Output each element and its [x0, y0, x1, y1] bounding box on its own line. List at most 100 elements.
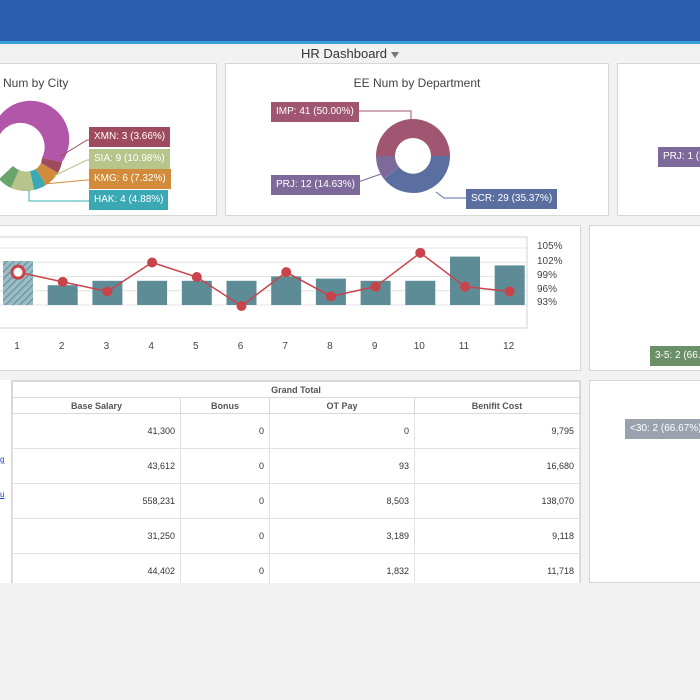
- chart-bar[interactable]: [137, 280, 168, 305]
- table-cell: 93: [269, 448, 415, 484]
- chart-point[interactable]: [504, 286, 515, 297]
- right-bottom-label: <30: 2 (66.67%): [625, 419, 700, 439]
- chart-bar[interactable]: [47, 285, 78, 305]
- x-tick-label: 10: [413, 341, 425, 352]
- x-tick-label: 12: [503, 341, 515, 352]
- chart-point[interactable]: [415, 247, 426, 258]
- donut-slice-main[interactable]: [0, 100, 70, 162]
- row-link[interactable]: u: [0, 490, 5, 499]
- table-cell: 0: [180, 413, 270, 449]
- chart-point[interactable]: [281, 267, 292, 278]
- city-label-xmn: XMN: 3 (3.66%): [89, 127, 171, 147]
- table-cell: 0: [180, 518, 270, 554]
- donut-slice-scr[interactable]: [384, 156, 450, 194]
- chart-line: [17, 251, 510, 307]
- donut-slice-kmg[interactable]: [36, 163, 58, 185]
- donut-slice-imp[interactable]: [376, 119, 450, 156]
- salary-table: Grand Total Base Salary Bonus OT Pay Ben…: [12, 381, 580, 583]
- column-header[interactable]: OT Pay: [269, 397, 415, 414]
- trend-chart-panel: [0, 225, 581, 371]
- table-cell: 0: [180, 483, 270, 519]
- city-label-sia: SIA: 9 (10.98%): [89, 149, 170, 169]
- table-cell: 11,718: [414, 553, 580, 583]
- donut-slice-hak[interactable]: [30, 169, 46, 190]
- department-label-imp: IMP: 41 (50.00%): [271, 102, 359, 122]
- city-panel: Num by City XMN: 3 (3.66%) SIA: 9 (10.98…: [0, 63, 217, 216]
- table-row: 44,402 0 1,832 11,718: [12, 553, 580, 583]
- chart-bar[interactable]: [271, 276, 302, 305]
- y2-tick-label: 96%: [537, 284, 558, 295]
- chart-bar[interactable]: [494, 265, 525, 305]
- chart-point[interactable]: [236, 301, 247, 311]
- x-tick-label: 11: [458, 341, 470, 352]
- table-cell: 44,402: [12, 553, 181, 583]
- x-tick-label: 8: [327, 341, 333, 352]
- y2-tick-label: 93%: [537, 297, 558, 308]
- group-header: Grand Total: [12, 381, 580, 398]
- table-cell: 558,231: [12, 483, 181, 519]
- x-tick-label: 2: [58, 341, 65, 352]
- right-middle-panel: 3-5: 2 (66.6: [589, 225, 700, 371]
- table-cell: 1,832: [269, 553, 415, 583]
- chart-point[interactable]: [147, 257, 158, 268]
- chart-point[interactable]: [460, 281, 470, 292]
- table-cell: 43,612: [12, 448, 181, 484]
- chart-bar[interactable]: [405, 280, 436, 305]
- department-donut-chart: [357, 110, 466, 199]
- right-bottom-panel: <30: 2 (66.67%): [589, 380, 700, 583]
- chart-point[interactable]: [102, 286, 113, 297]
- donut-slice-other[interactable]: [0, 166, 19, 188]
- donut-slice-sia[interactable]: [11, 170, 34, 191]
- table-cell: 138,070: [414, 483, 580, 519]
- table-cell: 31,250: [12, 518, 181, 554]
- table-row: 558,231 0 8,503 138,070: [12, 483, 580, 519]
- city-panel-title: Num by City: [3, 76, 69, 90]
- table-cell: 0: [180, 448, 270, 484]
- leader-line-prj: [357, 171, 385, 183]
- right-top-label: PRJ: 1 (3: [658, 147, 700, 167]
- table-row: 31,250 0 3,189 9,118: [12, 518, 580, 554]
- table-cell: 0: [269, 413, 415, 449]
- x-tick-label: 5: [193, 341, 199, 352]
- x-tick-label: 9: [371, 341, 378, 352]
- column-header[interactable]: Bonus: [180, 397, 270, 414]
- table-cell: 0: [180, 553, 270, 583]
- funnel-icon[interactable]: [391, 51, 399, 58]
- table-cell: 41,300: [12, 413, 181, 449]
- chart-point[interactable]: [191, 272, 202, 282]
- x-tick-label: 1: [14, 341, 20, 352]
- y2-tick-label: 99%: [537, 270, 558, 281]
- chart-bar[interactable]: [450, 256, 480, 305]
- department-label-prj: PRJ: 12 (14.63%): [271, 175, 360, 195]
- chart-bar[interactable]: [226, 280, 257, 305]
- plot-frame: [0, 236, 528, 329]
- table-cell: 3,189: [269, 518, 415, 554]
- table-cell: 8,503: [269, 483, 415, 519]
- x-tick-label: 6: [237, 341, 244, 352]
- donut-slice-xmn[interactable]: [41, 158, 62, 173]
- leader-line-xmn: [60, 139, 89, 157]
- y2-tick-label: 102%: [537, 256, 563, 267]
- dashboard-title: HR Dashboard: [301, 46, 387, 61]
- column-header[interactable]: Base Salary: [12, 397, 181, 414]
- department-label-scr: SCR: 29 (35.37%): [466, 189, 558, 209]
- chart-point[interactable]: [10, 264, 26, 280]
- leader-line-hak: [28, 190, 89, 202]
- column-header[interactable]: Benifit Cost: [414, 397, 580, 414]
- chart-bar[interactable]: [181, 280, 212, 305]
- trend-chart: [0, 236, 528, 329]
- row-link[interactable]: g: [0, 455, 5, 464]
- top-bar: [0, 0, 700, 44]
- department-panel: EE Num by Department IMP: 41 (50.00%) PR…: [225, 63, 609, 216]
- leader-line-imp: [358, 110, 412, 119]
- y2-tick-label: 105%: [537, 241, 563, 252]
- x-tick-label: 3: [103, 341, 110, 352]
- x-tick-label: 7: [282, 341, 288, 352]
- leader-line-scr: [435, 191, 466, 199]
- city-label-kmg: KMG: 6 (7.32%): [89, 169, 171, 189]
- chart-point[interactable]: [370, 281, 381, 292]
- chart-point[interactable]: [57, 276, 68, 287]
- chart-point[interactable]: [325, 291, 336, 302]
- table-row: 43,612 0 93 16,680: [12, 448, 580, 484]
- city-donut-chart: [0, 100, 89, 202]
